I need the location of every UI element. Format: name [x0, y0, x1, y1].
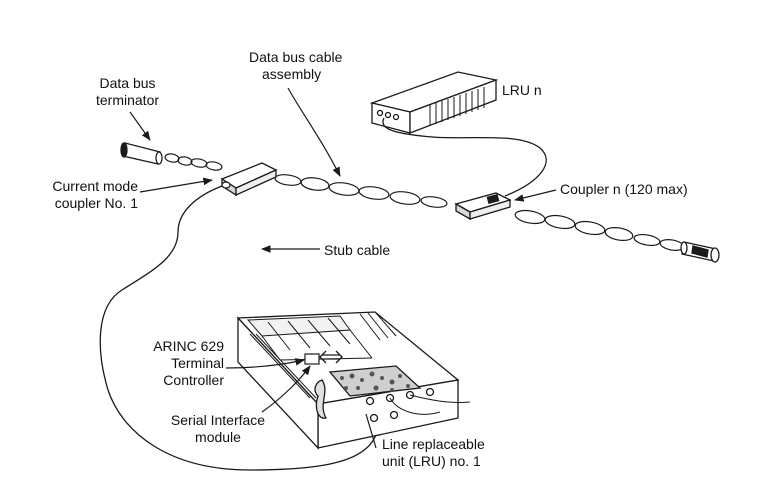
coupler-n	[454, 192, 512, 221]
leader-lines	[129, 87, 557, 449]
lru-n-box	[369, 71, 499, 134]
label-stub-cable: Stub cable	[324, 242, 391, 258]
lru-1-box	[236, 311, 471, 450]
left-terminator	[120, 142, 163, 165]
leader-serial-interface	[261, 365, 311, 413]
right-terminator	[680, 241, 720, 263]
data-bus-cable	[164, 153, 685, 251]
leader-lru-1	[365, 413, 377, 449]
label-lru-n: LRU n	[502, 82, 542, 98]
label-arinc-terminal-controller: ARINC 629 Terminal Controller	[153, 338, 224, 388]
coupler-no-1	[220, 162, 278, 197]
label-coupler-n: Coupler n (120 max)	[560, 181, 688, 197]
stub-cable-1	[99, 185, 379, 471]
leader-terminator	[129, 111, 151, 141]
label-line-replaceable-unit: Line replaceable unit (LRU) no. 1	[382, 436, 485, 469]
leader-terminal-controller	[225, 358, 305, 369]
label-data-bus-terminator: Data bus terminator	[96, 75, 160, 108]
leader-coupler-n	[514, 189, 557, 202]
leader-cable-assembly	[287, 87, 341, 177]
label-data-bus-cable-assembly: Data bus cable assembly	[249, 49, 343, 82]
label-current-mode-coupler: Current mode coupler No. 1	[52, 178, 138, 211]
stub-cable-n	[382, 117, 547, 197]
left-right-arrow-icon	[319, 350, 343, 364]
leader-coupler-1	[139, 177, 213, 193]
label-serial-interface-module: Serial Interface module	[170, 412, 266, 445]
